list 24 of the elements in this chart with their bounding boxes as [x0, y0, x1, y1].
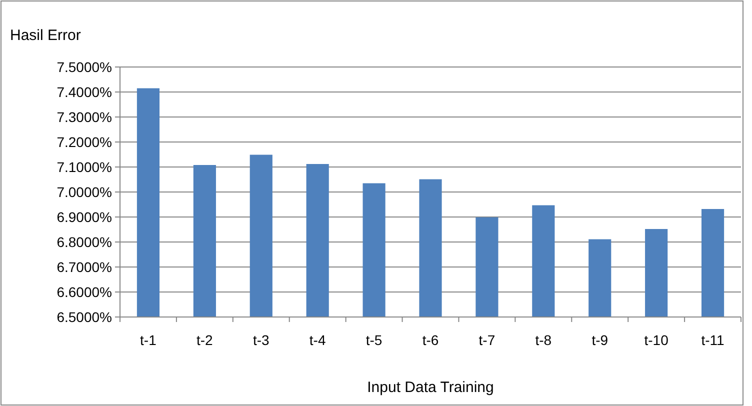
- x-tick-label: t-7: [478, 332, 496, 348]
- y-tick-label: 7.4000%: [56, 84, 112, 100]
- x-tick-label: t-9: [592, 332, 608, 348]
- y-tick-label: 7.3000%: [56, 108, 112, 125]
- y-tick-label: 6.5000%: [56, 308, 112, 325]
- x-tick-label: t-11: [701, 332, 725, 348]
- x-tick-label: t-10: [644, 332, 669, 348]
- x-tick-label: t-3: [252, 332, 270, 348]
- y-tick-label: 6.8000%: [56, 234, 112, 250]
- y-tick-label: 6.7000%: [56, 258, 112, 275]
- x-axis-title: Input Data Training: [367, 379, 494, 396]
- x-tick-label: t-4: [309, 332, 326, 348]
- x-tick-label: t-8: [535, 332, 552, 348]
- x-tick-label: t-6: [422, 332, 439, 348]
- y-tick-label: 7.1000%: [56, 158, 112, 175]
- y-tick-label: 6.6000%: [56, 284, 112, 300]
- x-tick-label: t-1: [140, 332, 157, 348]
- x-tick-label: t-2: [196, 332, 214, 348]
- y-tick-label: 7.0000%: [56, 184, 112, 200]
- chart-title: Hasil Error: [10, 27, 81, 44]
- y-tick-label: 7.2000%: [56, 134, 112, 150]
- x-tick-label: t-5: [366, 332, 382, 348]
- y-tick-label: 6.9000%: [56, 208, 112, 225]
- y-tick-label: 7.5000%: [56, 58, 112, 75]
